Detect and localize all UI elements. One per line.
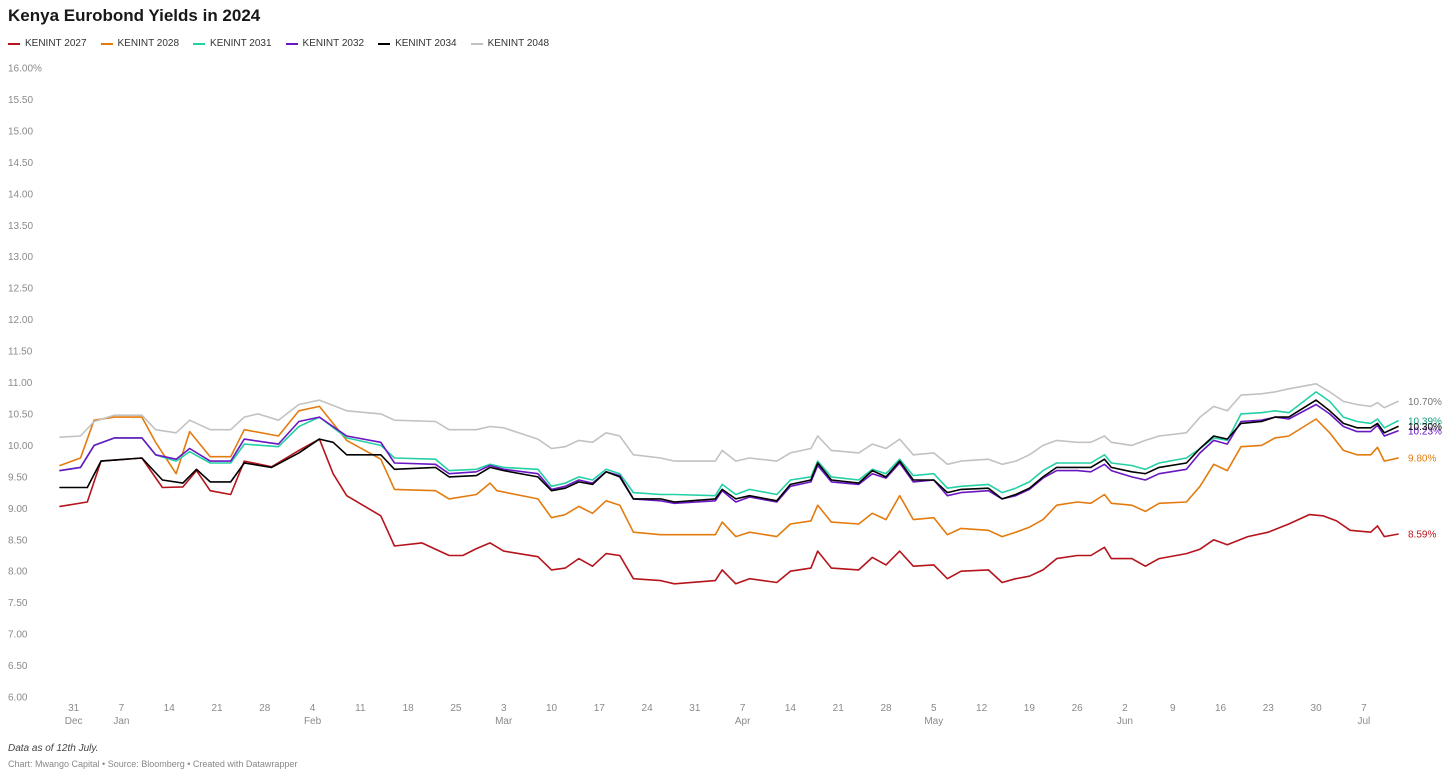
- legend-label: KENINT 2048: [487, 38, 550, 49]
- legend-label: KENINT 2031: [210, 38, 272, 49]
- y-tick-label: 11.50: [8, 347, 33, 358]
- x-tick-label: 7: [740, 703, 746, 714]
- x-tick-label: 7: [1361, 703, 1367, 714]
- x-tick-month-label: May: [924, 716, 943, 727]
- series-line: [59, 399, 1399, 503]
- y-tick-label: 10.50: [8, 409, 33, 420]
- legend-label: KENINT 2032: [302, 38, 365, 49]
- series-line: [59, 403, 1399, 505]
- y-tick-label: 9.00: [8, 504, 28, 515]
- x-tick-label: 14: [164, 703, 176, 714]
- y-tick-label: 9.50: [8, 472, 28, 483]
- data-note: Data as of 12th July.: [8, 743, 99, 754]
- series-end-label: 10.23%: [1408, 426, 1442, 437]
- x-tick-label: 28: [880, 703, 892, 714]
- x-tick-label: 5: [931, 703, 937, 714]
- y-tick-label: 7.00: [8, 630, 28, 641]
- series-end-label: 10.30%: [1408, 422, 1442, 433]
- x-tick-month-label: Jun: [1117, 716, 1133, 727]
- x-tick-month-label: Feb: [304, 716, 322, 727]
- y-tick-label: 16.00%: [8, 64, 42, 75]
- x-tick-label: 17: [594, 703, 606, 714]
- series-end-label: 10.39%: [1408, 416, 1442, 427]
- y-tick-label: 7.50: [8, 598, 28, 609]
- x-tick-label: 30: [1311, 703, 1323, 714]
- series-line: [59, 391, 1399, 497]
- legend-swatch: [100, 42, 113, 45]
- legend-item: KENINT 2048: [470, 38, 550, 49]
- chart-credit: Chart: Mwango Capital • Source: Bloomber…: [8, 759, 298, 769]
- legend-label: KENINT 2027: [25, 38, 87, 49]
- legend-item: KENINT 2032: [285, 38, 365, 49]
- x-tick-month-label: Mar: [495, 716, 513, 727]
- y-tick-label: 14.50: [8, 158, 33, 169]
- legend-item: KENINT 2031: [193, 38, 272, 49]
- y-tick-label: 12.50: [8, 284, 33, 295]
- x-tick-label: 4: [310, 703, 316, 714]
- x-tick-label: 21: [833, 703, 845, 714]
- x-tick-label: 16: [1215, 703, 1227, 714]
- x-tick-label: 9: [1170, 703, 1176, 714]
- legend-swatch: [378, 42, 391, 45]
- series-line: [59, 438, 1399, 585]
- x-tick-month-label: Dec: [65, 716, 83, 727]
- legend-item: KENINT 2027: [8, 38, 87, 49]
- y-tick-label: 14.00: [8, 189, 33, 200]
- end-labels: 8.59% 9.80% 10.39%10.23%10.30% 10.70%: [1408, 397, 1442, 541]
- legend-item: KENINT 2028: [100, 38, 180, 49]
- x-tick-label: 31: [689, 703, 701, 714]
- x-tick-month-label: Jan: [113, 716, 129, 727]
- y-axis: 16.00% 15.50 15.00 14.50 14.00 13.50 13.00 12.5…: [8, 64, 42, 704]
- x-tick-label: 2: [1122, 703, 1128, 714]
- x-tick-label: 25: [450, 703, 462, 714]
- x-tick-label: 31: [68, 703, 80, 714]
- x-tick-label: 11: [355, 703, 366, 714]
- series-line: [59, 382, 1399, 466]
- series-end-label: 8.59%: [1408, 530, 1436, 541]
- series-lines: [59, 382, 1399, 585]
- x-tick-label: 12: [976, 703, 988, 714]
- y-tick-label: 10.00: [8, 441, 33, 452]
- y-tick-label: 13.50: [8, 221, 33, 232]
- x-tick-label: 23: [1263, 703, 1275, 714]
- y-tick-label: 6.50: [8, 661, 28, 672]
- x-tick-label: 28: [259, 703, 271, 714]
- y-tick-label: 13.00: [8, 252, 33, 263]
- chart-title: Kenya Eurobond Yields in 2024: [8, 6, 261, 25]
- legend-item: KENINT 2034: [378, 38, 457, 49]
- x-tick-month-label: Apr: [735, 716, 751, 727]
- x-tick-label: 14: [785, 703, 797, 714]
- y-tick-label: 6.00: [8, 693, 28, 704]
- y-tick-label: 11.00: [8, 378, 33, 389]
- y-tick-label: 15.00: [8, 126, 33, 137]
- x-tick-label: 24: [642, 703, 654, 714]
- series-end-label: 10.70%: [1408, 397, 1442, 408]
- x-tick-month-label: Jul: [1357, 716, 1370, 727]
- legend-label: KENINT 2028: [117, 38, 180, 49]
- y-tick-label: 8.00: [8, 567, 28, 578]
- legend-swatch: [285, 42, 298, 45]
- series-end-label: 9.80%: [1408, 453, 1436, 464]
- x-tick-label: 10: [546, 703, 558, 714]
- series-line: [59, 405, 1399, 538]
- legend-swatch: [470, 42, 483, 45]
- x-tick-label: 7: [119, 703, 125, 714]
- x-tick-label: 3: [501, 703, 507, 714]
- x-tick-label: 26: [1072, 703, 1084, 714]
- legend-swatch: [193, 42, 206, 45]
- legend-label: KENINT 2034: [395, 38, 457, 49]
- x-tick-label: 19: [1024, 703, 1036, 714]
- y-tick-label: 8.50: [8, 535, 28, 546]
- legend-swatch: [8, 42, 20, 45]
- y-tick-label: 12.00: [8, 315, 33, 326]
- y-tick-label: 15.50: [8, 95, 33, 106]
- x-tick-label: 21: [211, 703, 223, 714]
- chart-legend: KENINT 2027 KENINT 2028 KENINT 2031 KENINT …: [8, 38, 549, 49]
- x-tick-label: 18: [403, 703, 415, 714]
